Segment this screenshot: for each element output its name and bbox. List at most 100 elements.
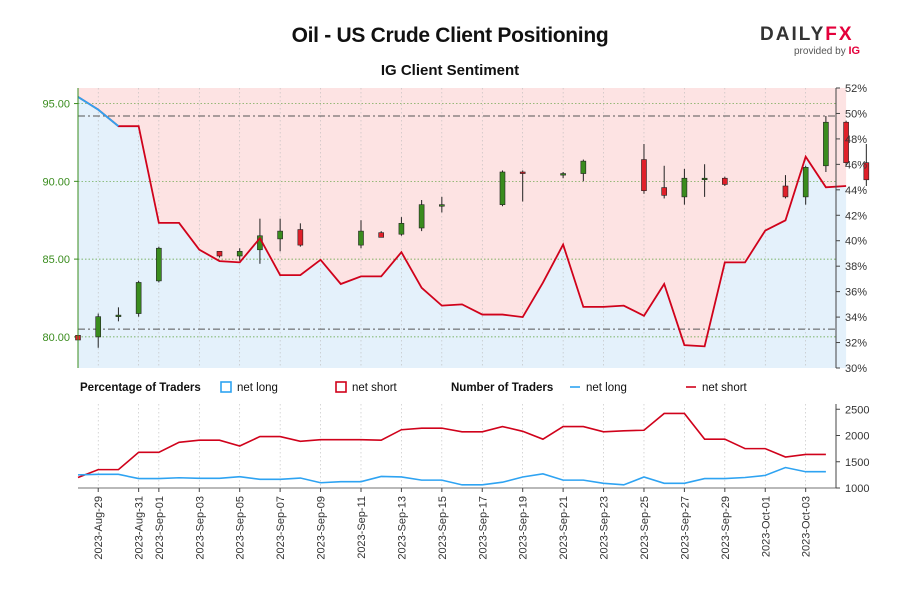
pct-tick-label: 36% (845, 287, 867, 299)
legend-net-short-box (335, 381, 347, 393)
pct-tick-label: 32% (845, 338, 867, 350)
traders-net-short-line (77, 412, 826, 479)
x-tick-label: 2023-Sep-05 (235, 496, 247, 560)
pct-tick-label: 40% (845, 236, 867, 248)
x-tick-label: 2023-Sep-15 (437, 496, 449, 560)
candle (95, 313, 102, 348)
candle (722, 176, 728, 186)
logo-wordmark: DAILYFX (760, 24, 854, 45)
pct-tick-label: 46% (845, 159, 867, 171)
price-tick-label: 95.00 (42, 99, 70, 111)
candle-body (378, 232, 385, 238)
candle (802, 165, 809, 205)
candle-body (135, 282, 142, 314)
candle (358, 220, 364, 249)
candle-body (499, 171, 506, 205)
candle (519, 170, 526, 202)
candle-body (782, 185, 789, 198)
x-tick-label: 2023-Sep-17 (477, 496, 489, 560)
x-tick-label: 2023-Sep-01 (154, 496, 166, 560)
pct-tick-label: 44% (845, 185, 867, 197)
candle-body (115, 314, 122, 317)
pct-net-long-line (77, 96, 847, 348)
legend-net-long-label: net long (237, 382, 278, 394)
candle (782, 175, 789, 199)
candle (823, 116, 829, 172)
candle-body (823, 121, 829, 167)
candle-body (722, 177, 728, 185)
legend-net-short-label: net short (352, 382, 398, 394)
candle (439, 196, 445, 213)
x-tick-label: 2023-Sep-09 (316, 496, 328, 560)
candle-body (297, 229, 304, 246)
candle-body (661, 187, 667, 196)
candle-body (701, 177, 708, 181)
x-tick-label: 2023-Sep-19 (518, 496, 530, 560)
candle (641, 144, 647, 194)
pct-tick-label: 30% (845, 363, 867, 375)
candle (843, 120, 849, 166)
candle (135, 280, 142, 317)
candle (661, 165, 667, 199)
candle (701, 164, 708, 197)
logo-provided-by: provided by IG (794, 45, 861, 57)
candle-body (236, 251, 243, 257)
x-tick-label: 2023-Oct-01 (760, 496, 772, 557)
candle (378, 231, 385, 238)
traders-tick-label: 2500 (845, 404, 869, 416)
candle (156, 246, 162, 283)
candle-body (439, 204, 445, 207)
candle (863, 144, 870, 186)
pct-tick-label: 34% (845, 312, 867, 324)
pct-tick-label: 50% (845, 108, 867, 120)
x-tick-label: 2023-Sep-25 (639, 496, 651, 560)
candle-body (641, 159, 647, 191)
legend-num-title: Number of Traders (451, 382, 553, 394)
traders-tick-label: 1000 (845, 483, 869, 495)
candle (236, 248, 243, 261)
x-tick-label: 2023-Sep-21 (558, 496, 570, 560)
pct-tick-label: 48% (845, 134, 867, 146)
traders-net-long-line (77, 466, 826, 486)
candle (560, 172, 566, 179)
x-tick-label: 2023-Sep-27 (679, 496, 691, 560)
legend-num-long-label: net long (586, 382, 627, 394)
legend: Percentage of Traders net long net short… (80, 381, 748, 394)
candle-body (398, 223, 405, 235)
pct-tick-label: 42% (845, 210, 867, 222)
dailyfx-logo[interactable]: DAILYFX provided by IG (760, 24, 870, 57)
candle-body (802, 167, 809, 198)
pct-net-long-line-blue (77, 96, 119, 127)
traders-tick-label: 1500 (845, 457, 869, 469)
chart-title: Oil - US Crude Client Positioning (291, 24, 609, 47)
candle-body (580, 160, 587, 174)
candle-body (681, 177, 688, 198)
x-tick-label: 2023-Oct-03 (801, 496, 813, 557)
candle-body (863, 162, 870, 181)
x-tick-label: 2023-Sep-11 (356, 496, 368, 559)
candle-body (519, 171, 526, 174)
price-panel: 80.00 85.00 90.00 95.00 30% 32% 34% 36% 38% 40% 42… (42, 83, 870, 375)
x-tick-label: 2023-Sep-13 (396, 496, 408, 560)
candle (115, 307, 122, 322)
x-tick-label: 2023-Aug-31 (134, 496, 146, 560)
legend-num-short-label: net short (702, 382, 748, 394)
x-tick-label: 2023-Sep-23 (599, 496, 611, 560)
candle (681, 168, 688, 205)
candle-body (843, 121, 849, 163)
pct-tick-label: 52% (845, 83, 867, 95)
candle (297, 223, 304, 247)
candle-body (156, 247, 162, 282)
x-tick-label: 2023-Sep-07 (275, 496, 287, 560)
x-tick-label: 2023-Aug-29 (93, 496, 105, 560)
chart-subtitle: IG Client Sentiment (380, 62, 520, 79)
candle (277, 218, 283, 252)
candle (580, 159, 587, 182)
candle (216, 251, 223, 258)
price-tick-label: 85.00 (42, 254, 70, 266)
x-tick-label: 2023-Sep-29 (720, 496, 732, 560)
candle (418, 200, 425, 232)
price-tick-label: 80.00 (42, 332, 70, 344)
candle-body (418, 204, 425, 229)
